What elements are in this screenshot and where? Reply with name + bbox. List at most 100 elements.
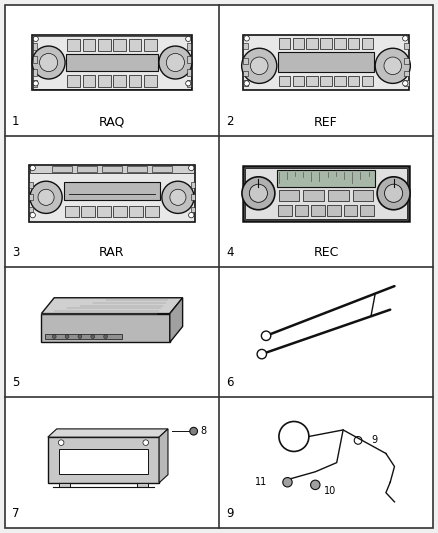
Text: 11: 11 bbox=[255, 477, 268, 487]
Bar bbox=[145, 206, 159, 217]
Circle shape bbox=[170, 189, 186, 205]
Bar bbox=[52, 166, 72, 172]
Circle shape bbox=[261, 331, 271, 341]
Bar bbox=[245, 168, 407, 219]
Bar bbox=[404, 43, 409, 49]
Circle shape bbox=[143, 440, 148, 446]
Polygon shape bbox=[41, 313, 170, 342]
Bar bbox=[360, 205, 374, 216]
Circle shape bbox=[244, 80, 249, 86]
Bar bbox=[328, 190, 349, 201]
Bar bbox=[113, 75, 126, 87]
Circle shape bbox=[189, 165, 194, 171]
Text: 4: 4 bbox=[226, 246, 233, 259]
Circle shape bbox=[190, 427, 198, 435]
Circle shape bbox=[251, 57, 268, 75]
Circle shape bbox=[58, 440, 64, 446]
Bar bbox=[32, 56, 36, 62]
Bar bbox=[127, 166, 147, 172]
Circle shape bbox=[189, 213, 194, 218]
Circle shape bbox=[249, 184, 268, 203]
Bar bbox=[32, 43, 36, 50]
Bar bbox=[191, 195, 194, 200]
Bar bbox=[277, 170, 375, 187]
Circle shape bbox=[403, 36, 408, 41]
Text: RAQ: RAQ bbox=[99, 116, 125, 129]
Bar bbox=[64, 182, 160, 200]
Circle shape bbox=[384, 57, 402, 75]
Bar bbox=[320, 76, 332, 86]
Bar bbox=[311, 205, 325, 216]
Bar bbox=[66, 54, 158, 71]
Bar bbox=[98, 39, 111, 51]
Circle shape bbox=[33, 81, 39, 86]
Circle shape bbox=[186, 81, 191, 86]
Bar bbox=[279, 38, 290, 50]
Bar bbox=[28, 165, 195, 222]
Bar bbox=[187, 43, 191, 50]
Bar bbox=[278, 205, 292, 216]
Bar bbox=[67, 75, 80, 87]
Bar bbox=[83, 75, 95, 87]
Bar bbox=[244, 71, 247, 76]
Bar bbox=[279, 76, 290, 86]
Text: 9: 9 bbox=[226, 507, 233, 520]
Circle shape bbox=[377, 177, 410, 210]
Bar bbox=[187, 80, 191, 87]
Circle shape bbox=[104, 335, 107, 338]
Bar bbox=[32, 69, 36, 76]
Bar bbox=[45, 334, 122, 340]
Bar bbox=[67, 39, 80, 51]
Bar bbox=[191, 182, 194, 188]
Bar bbox=[334, 76, 346, 86]
Bar bbox=[243, 35, 410, 90]
Circle shape bbox=[52, 335, 56, 338]
Text: 1: 1 bbox=[12, 115, 20, 128]
Bar bbox=[187, 69, 191, 76]
Bar bbox=[29, 206, 33, 212]
Bar bbox=[59, 483, 70, 488]
Circle shape bbox=[242, 177, 275, 210]
Bar bbox=[361, 38, 373, 50]
Bar bbox=[243, 166, 410, 221]
Bar bbox=[137, 483, 148, 488]
Bar bbox=[98, 75, 111, 87]
Circle shape bbox=[39, 53, 58, 71]
Bar bbox=[278, 52, 374, 72]
Circle shape bbox=[38, 189, 54, 205]
Bar bbox=[83, 39, 95, 51]
Circle shape bbox=[186, 36, 191, 42]
Bar bbox=[348, 38, 359, 50]
Bar bbox=[320, 38, 332, 50]
Bar bbox=[404, 71, 409, 76]
Text: 10: 10 bbox=[324, 487, 336, 496]
Bar bbox=[48, 437, 159, 483]
Text: 6: 6 bbox=[226, 376, 233, 389]
Bar bbox=[144, 39, 157, 51]
Circle shape bbox=[244, 36, 249, 41]
Polygon shape bbox=[41, 298, 183, 313]
Bar bbox=[327, 205, 341, 216]
Circle shape bbox=[375, 49, 410, 83]
Text: REC: REC bbox=[313, 246, 339, 260]
Bar bbox=[129, 206, 143, 217]
Circle shape bbox=[311, 480, 320, 489]
Bar bbox=[191, 206, 194, 212]
Bar bbox=[32, 35, 192, 90]
Text: 3: 3 bbox=[12, 246, 19, 259]
Bar bbox=[128, 75, 141, 87]
Bar bbox=[113, 39, 126, 51]
Circle shape bbox=[159, 46, 192, 79]
Bar bbox=[128, 39, 141, 51]
Bar bbox=[59, 449, 148, 474]
Bar bbox=[187, 56, 191, 62]
Circle shape bbox=[91, 335, 95, 338]
Polygon shape bbox=[170, 298, 183, 342]
Bar bbox=[244, 58, 247, 63]
Bar bbox=[304, 190, 324, 201]
Circle shape bbox=[242, 49, 277, 83]
Bar bbox=[353, 190, 373, 201]
Bar bbox=[244, 43, 247, 49]
Bar bbox=[307, 38, 318, 50]
Circle shape bbox=[78, 335, 82, 338]
